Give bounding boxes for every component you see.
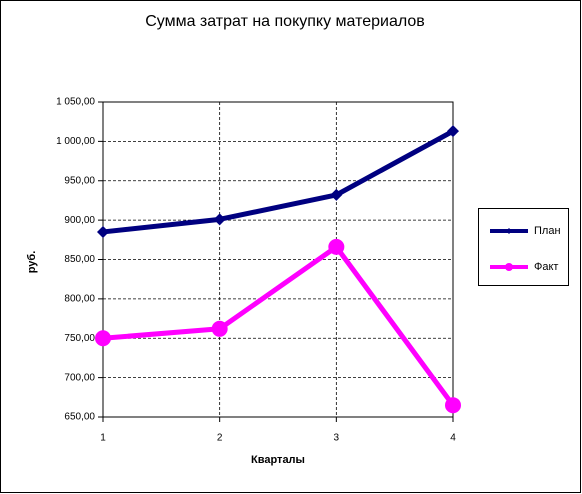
y-tick-label: 650,00 (64, 412, 95, 423)
legend-label: План (534, 225, 561, 237)
plot-area (102, 101, 454, 418)
data-point (328, 238, 345, 255)
x-tick-label: 1 (100, 433, 106, 444)
legend-marker (505, 263, 513, 271)
data-point (447, 125, 459, 138)
y-tick-label: 750,00 (64, 333, 95, 344)
legend-marker (506, 228, 512, 234)
data-point (330, 188, 343, 201)
y-tick-label: 700,00 (64, 372, 95, 383)
legend-box (478, 208, 569, 286)
data-point (211, 320, 228, 337)
y-tick-label: 950,00 (64, 175, 95, 186)
y-tick-label: 900,00 (64, 215, 95, 226)
x-tick-label: 2 (217, 433, 223, 444)
data-point (213, 213, 226, 226)
x-tick-label: 4 (450, 433, 456, 444)
x-tick-label: 3 (334, 433, 340, 444)
data-point (95, 330, 111, 347)
legend-label: Факт (534, 261, 558, 273)
data-point (445, 397, 461, 414)
data-point (97, 225, 109, 238)
x-axis-label: Кварталы (251, 454, 305, 466)
y-tick-label: 1 050,00 (56, 97, 95, 108)
y-axis-label: руб. (26, 251, 38, 274)
chart-title: Сумма затрат на покупку материалов (145, 13, 425, 30)
y-tick-label: 850,00 (64, 254, 95, 265)
y-tick-label: 800,00 (64, 294, 95, 305)
series-line (102, 244, 456, 407)
series-line (102, 128, 455, 235)
y-tick-label: 1 000,00 (56, 136, 95, 147)
